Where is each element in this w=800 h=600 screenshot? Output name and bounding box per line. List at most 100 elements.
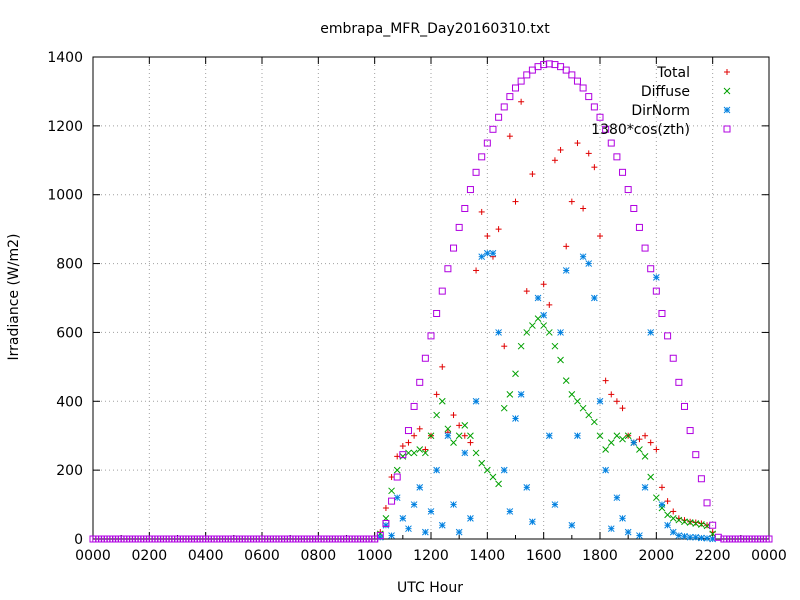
- data-point: [466, 186, 474, 194]
- data-point: [675, 532, 683, 539]
- data-point: [647, 439, 654, 446]
- data-point: [422, 528, 429, 536]
- data-point: [472, 397, 480, 405]
- data-point: [416, 425, 423, 432]
- data-point: [641, 484, 649, 491]
- data-point: [664, 511, 671, 519]
- legend-label: 1380*cos(zth): [591, 122, 690, 138]
- data-point: [388, 487, 395, 495]
- data-point: [534, 63, 542, 71]
- x-tick-label: 1600: [526, 548, 562, 564]
- data-point: [697, 475, 705, 483]
- data-point: [602, 466, 609, 474]
- data-point: [647, 329, 655, 336]
- data-point: [551, 157, 558, 164]
- data-point: [624, 432, 632, 440]
- data-point: [382, 505, 389, 512]
- data-point: [444, 265, 452, 273]
- data-point: [557, 329, 564, 336]
- data-point: [669, 354, 677, 362]
- data-point: [658, 309, 666, 317]
- data-point: [393, 473, 401, 481]
- data-point: [540, 322, 548, 329]
- data-point: [686, 519, 694, 526]
- data-point: [473, 267, 480, 274]
- x-tick-label: 1200: [413, 548, 449, 564]
- x-tick-label: 0600: [244, 548, 280, 564]
- y-tick-label: 200: [56, 463, 83, 479]
- data-point: [421, 354, 429, 362]
- data-point: [512, 370, 519, 378]
- data-point: [495, 113, 503, 121]
- data-point: [467, 439, 474, 446]
- data-point: [450, 501, 457, 508]
- data-point: [557, 146, 564, 153]
- data-point: [703, 534, 711, 542]
- data-point: [438, 287, 446, 295]
- data-point: [444, 425, 452, 433]
- data-point: [489, 473, 497, 481]
- x-tick-label: 1000: [357, 548, 393, 564]
- baseline-point: [765, 535, 773, 543]
- data-point: [495, 226, 502, 233]
- series-3: [89, 60, 773, 543]
- data-point: [630, 439, 638, 446]
- data-point: [562, 267, 570, 274]
- data-point: [568, 391, 576, 398]
- data-point: [478, 459, 486, 467]
- data-point: [512, 84, 519, 92]
- data-point: [467, 514, 474, 522]
- data-point: [692, 519, 699, 526]
- data-point: [602, 377, 609, 384]
- data-point: [624, 186, 632, 194]
- data-point: [669, 514, 677, 522]
- data-point: [534, 315, 542, 323]
- data-point: [568, 521, 576, 529]
- data-point: [563, 243, 570, 250]
- data-point: [652, 273, 660, 281]
- data-point: [709, 530, 717, 538]
- data-point: [579, 84, 587, 92]
- data-point: [506, 391, 514, 398]
- data-point: [579, 253, 587, 261]
- data-point: [478, 153, 486, 161]
- data-point: [478, 208, 485, 215]
- data-point: [478, 253, 486, 261]
- data-point: [427, 332, 435, 340]
- data-point: [376, 533, 384, 541]
- data-point: [652, 287, 660, 295]
- data-point: [652, 494, 660, 502]
- data-point: [703, 499, 711, 507]
- legend-marker: [724, 69, 730, 75]
- data-point: [551, 61, 559, 69]
- data-point: [450, 412, 457, 419]
- data-point: [686, 427, 694, 435]
- data-point: [641, 244, 649, 252]
- x-tick-label: 0000: [75, 548, 111, 564]
- data-point: [624, 528, 632, 536]
- data-point: [585, 93, 593, 101]
- legend-marker: [723, 87, 731, 95]
- x-tick-label: 2200: [695, 548, 731, 564]
- data-point: [647, 473, 655, 481]
- data-point: [613, 398, 620, 405]
- data-point: [472, 168, 480, 176]
- data-point: [405, 439, 412, 446]
- series-0: [377, 98, 716, 536]
- data-point: [613, 494, 621, 502]
- data-point: [382, 521, 390, 529]
- series-1: [376, 315, 717, 538]
- data-point: [433, 391, 440, 398]
- y-tick-label: 0: [74, 532, 83, 548]
- data-point: [574, 432, 581, 440]
- data-point: [427, 432, 435, 440]
- data-point: [500, 404, 508, 412]
- data-point: [455, 432, 463, 440]
- x-tick-label: 0200: [132, 548, 168, 564]
- data-point: [438, 521, 446, 529]
- x-tick-label: 1400: [470, 548, 506, 564]
- data-point: [399, 453, 407, 460]
- data-point: [433, 466, 440, 474]
- data-point: [461, 422, 469, 429]
- data-point: [393, 466, 401, 474]
